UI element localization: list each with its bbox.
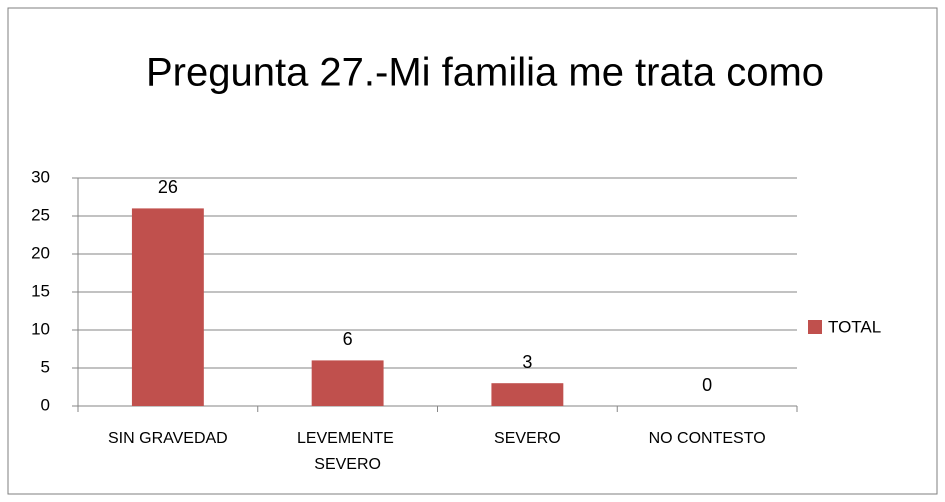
bar: [311, 360, 384, 406]
x-tick-label: LEVEMENTE SEVERO: [297, 430, 398, 473]
y-tick-label: 0: [41, 395, 50, 414]
data-label: 0: [702, 375, 712, 395]
data-label: 26: [158, 177, 178, 197]
x-tick-label: NO CONTESTO: [649, 430, 766, 447]
bar: [491, 383, 564, 406]
y-tick-label: 15: [31, 281, 50, 300]
legend-label: TOTAL: [828, 317, 881, 336]
y-tick-label: 10: [31, 319, 50, 338]
x-tick-label: SIN GRAVEDAD: [108, 430, 228, 447]
chart-title: Pregunta 27.-Mi familia me trata como: [146, 51, 824, 95]
bar: [131, 208, 204, 406]
y-tick-label: 5: [41, 357, 50, 376]
x-tick-label: SEVERO: [494, 430, 561, 447]
y-tick-label: 25: [31, 205, 50, 224]
legend-swatch: [808, 320, 822, 334]
data-label: 3: [522, 352, 532, 372]
data-label: 6: [343, 329, 353, 349]
y-tick-label: 20: [31, 243, 50, 262]
y-tick-label: 30: [31, 167, 50, 186]
